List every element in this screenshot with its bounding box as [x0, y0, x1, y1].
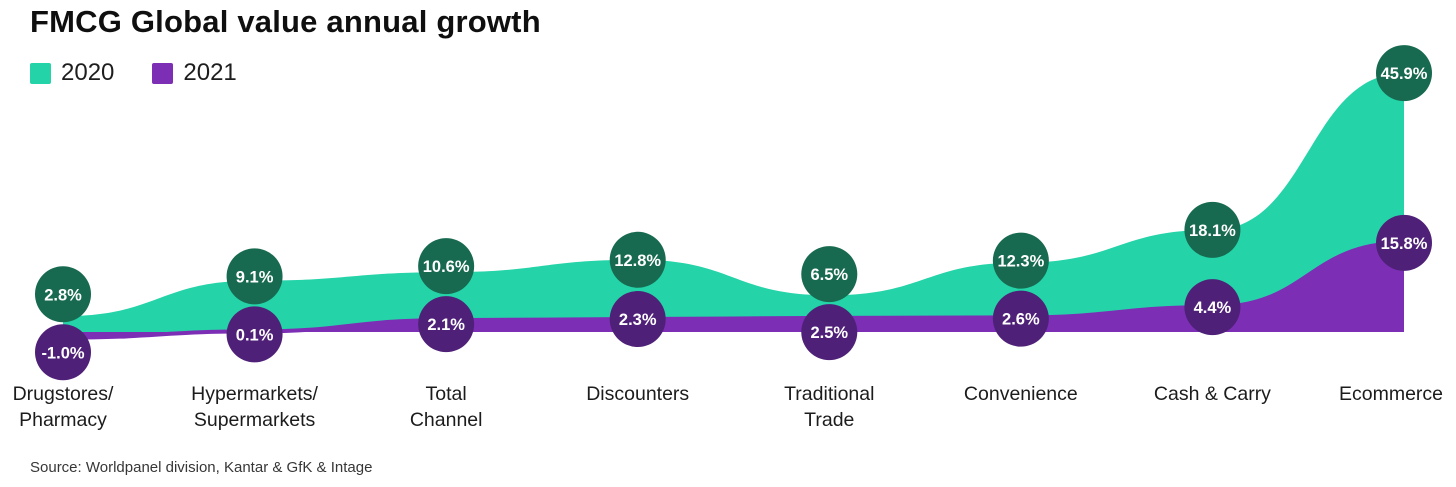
category-label-5: Convenience: [963, 383, 1078, 405]
data-bubble-2020-5: [992, 232, 1049, 289]
chart-title: FMCG Global value annual growth: [30, 4, 541, 39]
category-label-2: Total Channel: [409, 383, 483, 431]
data-bubble-2021-4: [801, 304, 858, 361]
data-bubble-2021-1: [226, 306, 283, 363]
legend-swatch-2021: [152, 62, 174, 84]
legend-label-2021: 2021: [183, 59, 237, 86]
category-label-7: Ecommerce: [1338, 383, 1444, 405]
data-bubble-2020-3: [609, 231, 666, 288]
data-label-2021-6: 4.4%: [1194, 299, 1232, 317]
data-label-2020-7: 45.9%: [1381, 65, 1428, 83]
category-label-3: Discounters: [586, 383, 690, 405]
data-bubble-2020-1: [226, 248, 283, 305]
legend: 2020 2021: [30, 59, 237, 87]
data-label-2021-3: 2.3%: [619, 311, 657, 329]
data-label-2020-5: 12.3%: [997, 253, 1044, 271]
legend-item-2020: 2020: [30, 59, 114, 87]
data-label-2021-0: -1.0%: [41, 344, 84, 362]
data-label-2021-4: 2.5%: [810, 324, 848, 342]
data-bubble-2020-7: [1376, 45, 1432, 102]
data-label-2020-6: 18.1%: [1189, 222, 1236, 240]
area-2020: [63, 73, 1404, 333]
category-label-6: Cash & Carry: [1153, 383, 1271, 405]
data-bubble-2020-4: [801, 246, 858, 303]
category-label-0: Drugstores/ Pharmacy: [12, 383, 114, 431]
category-label-4: Traditional Trade: [784, 383, 875, 431]
data-label-2021-2: 2.1%: [427, 316, 465, 334]
data-label-2020-1: 9.1%: [236, 268, 274, 286]
data-label-2020-3: 12.8%: [614, 252, 661, 270]
data-bubble-2021-3: [609, 291, 666, 348]
category-label-1: Hypermarkets/ Supermarkets: [191, 383, 318, 431]
data-bubble-2021-5: [992, 290, 1049, 347]
data-bubble-2020-6: [1184, 201, 1241, 258]
data-label-2021-7: 15.8%: [1381, 235, 1428, 253]
legend-label-2020: 2020: [61, 59, 115, 86]
legend-item-2021: 2021: [152, 59, 237, 87]
data-label-2020-0: 2.8%: [44, 286, 82, 304]
data-bubble-2021-6: [1184, 279, 1241, 336]
data-label-2020-4: 6.5%: [810, 266, 848, 284]
data-bubble-2021-2: [418, 296, 475, 353]
data-label-2021-1: 0.1%: [236, 326, 274, 344]
data-bubble-2021-7: [1376, 214, 1432, 271]
source-note: Source: Worldpanel division, Kantar & Gf…: [30, 459, 373, 476]
legend-swatch-2020: [30, 62, 51, 84]
data-bubble-2020-2: [418, 238, 475, 295]
data-bubble-2021-0: [35, 324, 91, 381]
data-bubble-2020-0: [35, 266, 91, 323]
data-label-2021-5: 2.6%: [1002, 311, 1040, 329]
data-label-2020-2: 10.6%: [423, 258, 470, 276]
